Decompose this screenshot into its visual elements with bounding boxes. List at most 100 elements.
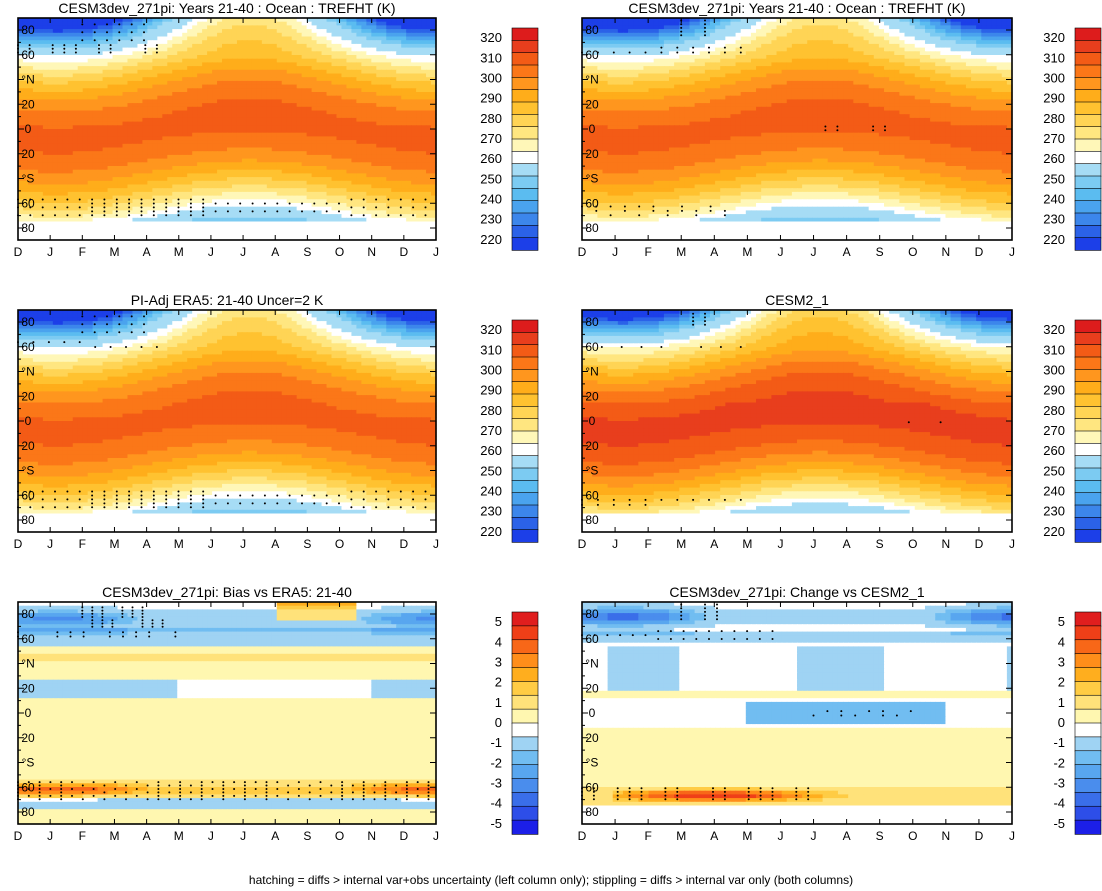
field-cell [177,236,183,241]
field-cell [222,162,228,167]
field-cell [22,29,29,34]
field-cell [187,66,193,71]
field-cell [236,95,243,100]
field-cell [82,236,89,241]
field-cell [37,136,44,141]
field-cell [222,191,228,197]
field-cell [137,191,144,197]
field-cell [157,77,163,82]
field-cell [386,232,392,237]
field-cell [421,180,427,186]
field-cell [431,188,437,193]
field-cell [117,166,124,171]
field-cell [52,117,59,123]
field-cell [431,203,437,208]
field-cell [431,99,437,104]
field-cell [142,117,148,123]
field-cell [351,228,357,234]
field-cell [167,147,173,152]
field-cell [321,32,328,38]
field-cell [271,188,278,193]
field-cell [52,214,59,219]
field-cell [57,143,64,149]
field-cell [406,195,412,200]
field-cell [147,217,153,223]
field-cell [311,162,318,167]
field-cell [222,232,228,237]
field-cell [376,136,382,141]
field-cell [291,121,298,126]
field-cell [231,136,238,141]
field-cell [32,77,39,82]
field-cell [37,162,44,167]
field-cell [157,184,163,189]
field-cell [167,188,173,193]
field-cell [396,43,402,49]
field-cell [356,199,362,204]
field-cell [27,62,34,67]
field-cell [162,221,168,226]
field-cell [212,21,218,26]
field-cell [217,58,223,63]
field-cell [351,125,357,130]
field-cell [132,184,139,189]
field-cell [296,166,303,171]
field-cell [77,180,84,186]
field-cell [132,143,139,149]
field-cell [187,169,193,174]
field-cell [281,225,288,230]
field-cell [37,92,44,97]
field-cell [112,191,119,197]
field-cell [276,173,283,178]
field-cell [311,177,318,182]
field-cell [192,206,198,211]
field-cell [97,236,104,241]
field-cell [281,25,288,30]
field-cell [47,32,54,38]
field-cell [157,154,163,160]
field-cell [301,125,308,130]
field-cell [192,69,198,75]
field-cell [18,214,24,219]
field-cell [416,92,422,97]
field-cell [117,225,124,230]
field-cell [107,236,114,241]
field-cell [62,199,69,204]
field-cell [231,169,238,174]
field-cell [286,80,293,86]
field-cell [207,47,213,52]
field-cell [426,40,432,45]
field-cell [202,140,208,145]
field-cell [381,191,387,197]
field-cell [276,95,283,100]
field-cell [391,36,397,41]
field-cell [291,147,298,152]
field-cell [301,195,308,200]
field-cell [341,77,348,82]
field-cell [192,173,198,178]
field-cell [261,73,268,78]
field-cell [207,221,213,226]
field-cell [162,25,168,30]
field-cell [32,236,39,241]
field-cell [192,143,198,149]
field-cell [326,177,333,182]
field-cell [227,36,233,41]
field-cell [72,184,79,189]
field-cell [371,43,377,49]
field-cell [331,92,338,97]
field-cell [137,225,144,230]
field-cell [376,184,382,189]
field-cell [361,29,367,34]
field-cell [366,151,372,156]
field-cell [137,206,144,211]
field-cell [217,203,223,208]
field-cell [286,140,293,145]
field-cell [117,40,124,45]
field-cell [251,121,258,126]
field-cell [72,236,79,241]
field-cell [27,110,34,115]
field-cell [132,121,139,126]
field-cell [296,32,303,38]
field-cell [162,225,168,230]
